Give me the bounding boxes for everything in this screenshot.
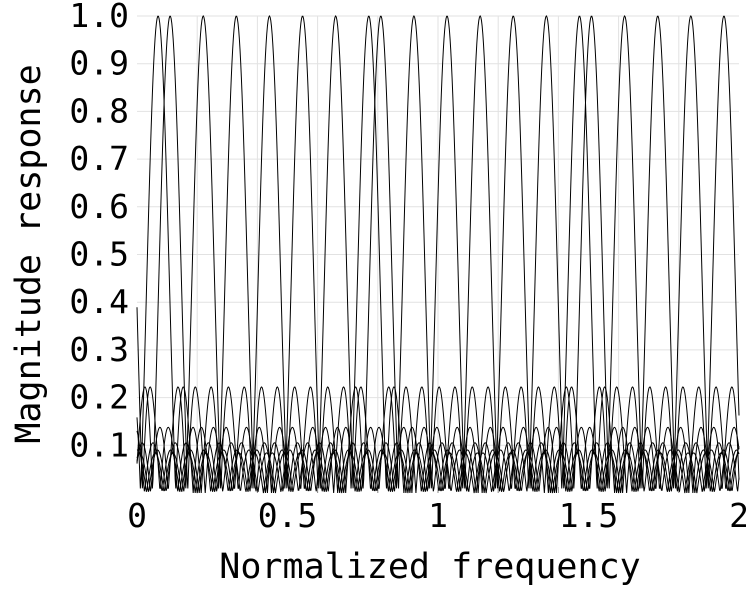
y-axis-label: Magnitude response [9, 64, 49, 443]
x-tick-label: 1 [428, 496, 448, 535]
y-tick-label: 0.9 [69, 44, 129, 83]
filter-response-line-4 [136, 15, 740, 494]
y-tick-label: 0.5 [69, 235, 129, 274]
filter-responses [136, 15, 740, 494]
filter-response-line-3 [136, 15, 740, 494]
grid [137, 15, 739, 493]
y-tick-label: 0.2 [69, 378, 129, 417]
y-tick-label: 0.8 [69, 91, 129, 130]
x-tick-labels: 0 0.5 1 1.5 2 [127, 496, 746, 535]
x-tick-label: 1.5 [559, 496, 619, 535]
y-tick-label: 0.1 [69, 425, 129, 464]
x-tick-label: 2 [729, 496, 746, 535]
y-tick-label: 1.0 [69, 0, 129, 35]
filter-response-line-2 [136, 15, 740, 494]
x-tick-label: 0.5 [258, 496, 318, 535]
x-tick-label: 0 [127, 496, 147, 535]
filter-response-line-6 [136, 15, 740, 494]
y-tick-label: 0.7 [69, 139, 129, 178]
filter-response-line-7 [136, 15, 740, 494]
y-tick-label: 0.4 [69, 282, 129, 321]
filter-response-line-1 [136, 15, 740, 494]
x-axis-label: Normalized frequency [219, 547, 640, 587]
y-tick-label: 0.6 [69, 187, 129, 226]
y-tick-label: 0.3 [69, 330, 129, 369]
y-tick-labels: 0.1 0.2 0.3 0.4 0.5 0.6 0.7 0.8 0.9 1.0 [69, 0, 129, 464]
